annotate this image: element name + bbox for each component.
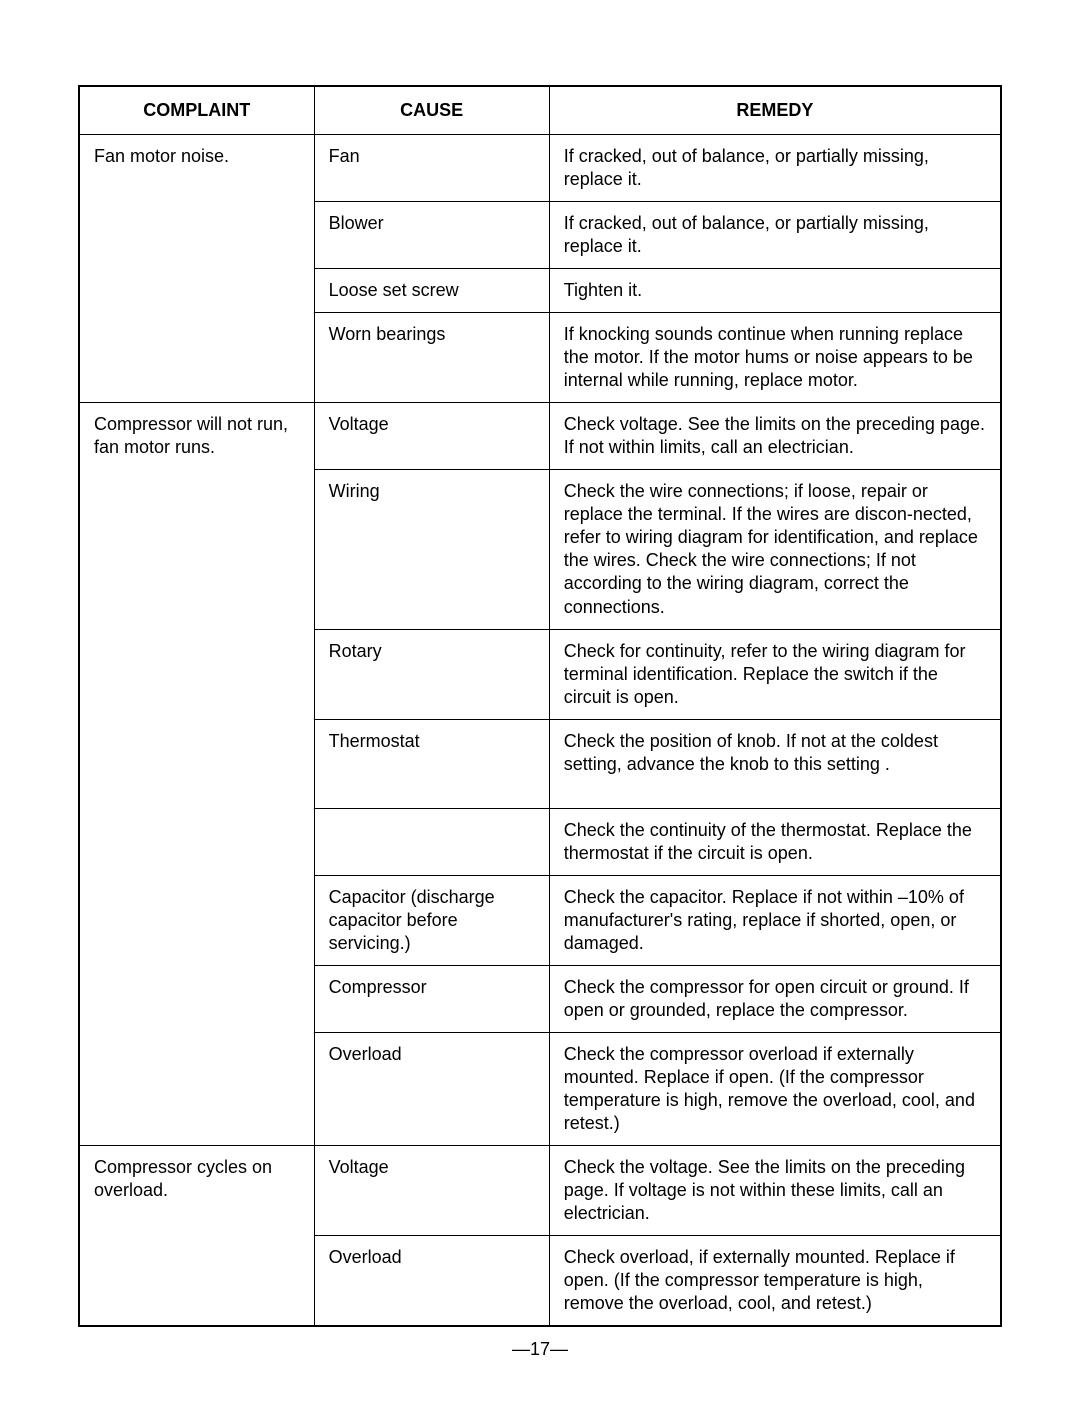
header-complaint: COMPLAINT [79,86,314,135]
cause-cell: Wiring [314,470,549,629]
table-header-row: COMPLAINT CAUSE REMEDY [79,86,1001,135]
header-cause: CAUSE [314,86,549,135]
remedy-cell: Check the continuity of the thermostat. … [549,808,1001,875]
cause-cell: Voltage [314,403,549,470]
remedy-cell: Check the wire connections; if loose, re… [549,470,1001,629]
page-container: COMPLAINT CAUSE REMEDY Fan motor noise. … [0,0,1080,1360]
table-row: Compressor will not run, fan motor runs.… [79,403,1001,470]
remedy-cell: Check the voltage. See the limits on the… [549,1146,1001,1236]
complaint-cell: Fan motor noise. [79,135,314,403]
table-row: Fan motor noise. Fan If cracked, out of … [79,135,1001,202]
remedy-cell: Check the compressor for open circuit or… [549,965,1001,1032]
table-row: Compressor cycles on overload. Voltage C… [79,1146,1001,1236]
cause-cell: Compressor [314,965,549,1032]
remedy-cell: Check the position of knob. If not at th… [549,719,1001,808]
cause-cell: Blower [314,202,549,269]
cause-cell-empty [314,808,549,875]
cause-cell: Rotary [314,629,549,719]
remedy-cell: Check for continuity, refer to the wirin… [549,629,1001,719]
complaint-cell: Compressor cycles on overload. [79,1146,314,1327]
remedy-cell: Check the capacitor. Replace if not with… [549,875,1001,965]
remedy-cell: Check overload, if externally mounted. R… [549,1236,1001,1327]
page-number: —17— [78,1339,1002,1360]
cause-cell: Worn bearings [314,313,549,403]
remedy-cell: If knocking sounds continue when running… [549,313,1001,403]
cause-cell: Voltage [314,1146,549,1236]
header-remedy: REMEDY [549,86,1001,135]
remedy-cell: Tighten it. [549,269,1001,313]
remedy-cell: If cracked, out of balance, or partially… [549,135,1001,202]
cause-cell: Overload [314,1032,549,1145]
remedy-cell: Check the compressor overload if externa… [549,1032,1001,1145]
cause-cell: Loose set screw [314,269,549,313]
cause-cell: Overload [314,1236,549,1327]
cause-cell: Fan [314,135,549,202]
remedy-cell: Check voltage. See the limits on the pre… [549,403,1001,470]
cause-cell: Capacitor (discharge capacitor before se… [314,875,549,965]
complaint-cell: Compressor will not run, fan motor runs. [79,403,314,1146]
cause-cell: Thermostat [314,719,549,808]
remedy-cell: If cracked, out of balance, or partially… [549,202,1001,269]
troubleshooting-table: COMPLAINT CAUSE REMEDY Fan motor noise. … [78,85,1002,1327]
table-body: Fan motor noise. Fan If cracked, out of … [79,135,1001,1327]
